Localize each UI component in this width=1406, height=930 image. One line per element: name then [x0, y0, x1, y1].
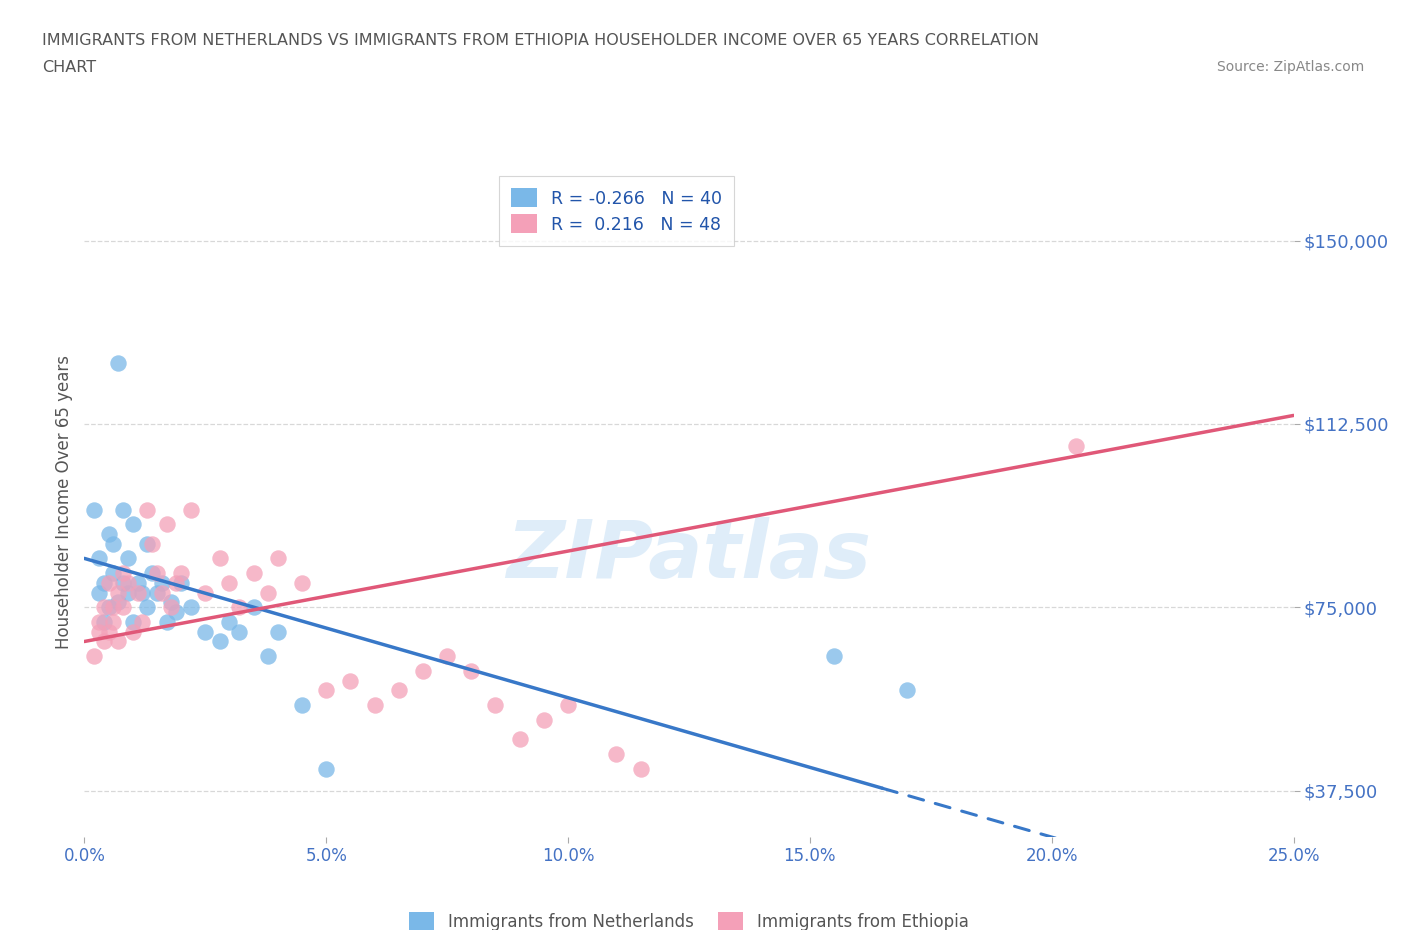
Point: [228, 624, 250, 639]
Point: [155, 517, 177, 532]
Point: [117, 576, 139, 591]
Point: [117, 585, 139, 600]
Point: [557, 698, 579, 712]
Point: [896, 683, 918, 698]
Text: ZIPatlas: ZIPatlas: [506, 517, 872, 595]
Point: [107, 595, 129, 610]
Point: [267, 551, 290, 565]
Point: [315, 761, 337, 776]
Point: [630, 761, 652, 776]
Text: CHART: CHART: [42, 60, 96, 75]
Point: [93, 615, 115, 630]
Point: [533, 712, 555, 727]
Point: [388, 683, 411, 698]
Point: [194, 624, 217, 639]
Point: [103, 600, 125, 615]
Point: [315, 683, 337, 698]
Point: [257, 585, 280, 600]
Point: [131, 585, 153, 600]
Point: [160, 595, 183, 610]
Point: [112, 600, 135, 615]
Point: [97, 526, 120, 541]
Point: [267, 624, 290, 639]
Point: [121, 624, 143, 639]
Point: [218, 576, 240, 591]
Point: [165, 576, 187, 591]
Point: [87, 615, 110, 630]
Point: [127, 585, 149, 600]
Point: [170, 576, 193, 591]
Point: [97, 576, 120, 591]
Point: [103, 537, 125, 551]
Point: [87, 585, 110, 600]
Point: [146, 565, 169, 580]
Point: [87, 624, 110, 639]
Point: [150, 576, 173, 591]
Point: [242, 565, 264, 580]
Point: [242, 600, 264, 615]
Point: [150, 585, 173, 600]
Point: [257, 649, 280, 664]
Point: [208, 634, 231, 649]
Point: [112, 565, 135, 580]
Point: [103, 565, 125, 580]
Legend: Immigrants from Netherlands, Immigrants from Ethiopia: Immigrants from Netherlands, Immigrants …: [402, 906, 976, 930]
Point: [180, 600, 202, 615]
Point: [141, 537, 163, 551]
Point: [484, 698, 506, 712]
Point: [97, 600, 120, 615]
Y-axis label: Householder Income Over 65 years: Householder Income Over 65 years: [55, 355, 73, 649]
Point: [412, 663, 434, 678]
Point: [228, 600, 250, 615]
Point: [823, 649, 845, 664]
Point: [97, 624, 120, 639]
Point: [363, 698, 385, 712]
Text: IMMIGRANTS FROM NETHERLANDS VS IMMIGRANTS FROM ETHIOPIA HOUSEHOLDER INCOME OVER : IMMIGRANTS FROM NETHERLANDS VS IMMIGRANT…: [42, 33, 1039, 47]
Point: [165, 604, 187, 619]
Point: [83, 502, 105, 517]
Point: [136, 537, 159, 551]
Point: [194, 585, 217, 600]
Point: [291, 576, 314, 591]
Point: [218, 615, 240, 630]
Point: [291, 698, 314, 712]
Point: [107, 585, 129, 600]
Point: [127, 576, 149, 591]
Point: [103, 615, 125, 630]
Point: [155, 615, 177, 630]
Point: [1064, 439, 1087, 454]
Point: [136, 600, 159, 615]
Point: [146, 585, 169, 600]
Point: [170, 565, 193, 580]
Point: [460, 663, 482, 678]
Point: [112, 502, 135, 517]
Point: [180, 502, 202, 517]
Point: [160, 600, 183, 615]
Point: [509, 732, 531, 747]
Point: [112, 576, 135, 591]
Point: [136, 502, 159, 517]
Point: [339, 673, 361, 688]
Point: [83, 649, 105, 664]
Point: [141, 565, 163, 580]
Point: [117, 551, 139, 565]
Point: [121, 517, 143, 532]
Point: [436, 649, 458, 664]
Point: [93, 634, 115, 649]
Point: [208, 551, 231, 565]
Point: [87, 551, 110, 565]
Point: [107, 355, 129, 370]
Point: [131, 615, 153, 630]
Point: [93, 576, 115, 591]
Point: [107, 634, 129, 649]
Point: [93, 600, 115, 615]
Text: Source: ZipAtlas.com: Source: ZipAtlas.com: [1216, 60, 1364, 74]
Point: [121, 615, 143, 630]
Point: [605, 747, 627, 762]
